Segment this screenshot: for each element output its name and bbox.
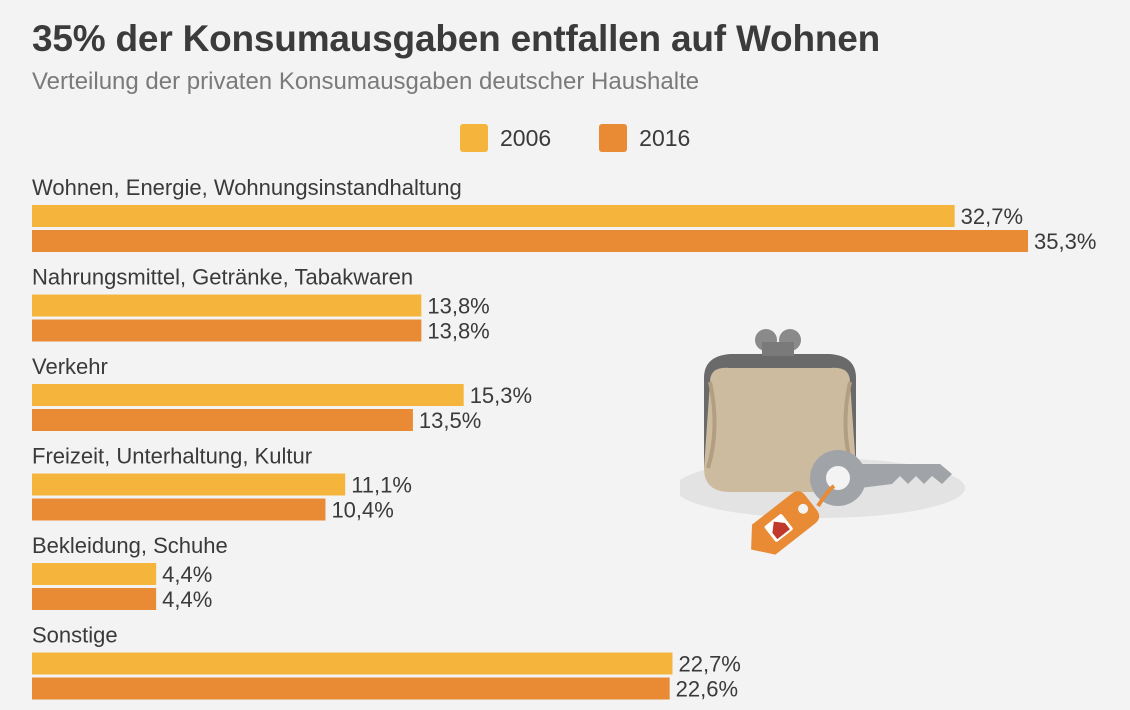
data-label-2006: 13,8% xyxy=(427,294,489,319)
legend-swatch-2016 xyxy=(599,124,628,152)
legend-label-2006: 2006 xyxy=(500,124,552,151)
key-icon xyxy=(810,450,952,506)
legend-item-2016: 2016 xyxy=(599,124,690,152)
bar-2006 xyxy=(32,473,346,496)
bar-2016 xyxy=(32,677,670,700)
key-tag-icon xyxy=(751,491,820,555)
legend-swatch-2006 xyxy=(460,124,488,152)
data-label-2016: 35,3% xyxy=(1034,229,1096,254)
bar-2006 xyxy=(32,563,157,585)
category-label: Sonstige xyxy=(32,623,118,648)
legend-item-2006: 2006 xyxy=(460,124,551,152)
legend-label-2016: 2016 xyxy=(639,124,691,151)
category-label: Wohnen, Energie, Wohnungsinstandhaltung xyxy=(32,175,462,200)
data-label-2016: 10,4% xyxy=(331,498,393,523)
bar-2006 xyxy=(32,294,422,317)
key-ring-shape xyxy=(816,484,836,508)
bar-2016 xyxy=(32,319,422,342)
purse-and-key-illustration xyxy=(680,329,965,555)
data-label-2006: 11,1% xyxy=(351,473,412,498)
chart-subtitle: Verteilung der privaten Konsumausgaben d… xyxy=(32,68,700,95)
chart-title: 35% der Konsumausgaben entfallen auf Woh… xyxy=(32,18,881,59)
purse-icon xyxy=(704,329,856,492)
category-label: Bekleidung, Schuhe xyxy=(32,533,228,558)
data-label-2006: 22,7% xyxy=(678,652,740,677)
bar-2016 xyxy=(32,230,1028,252)
bar-2016 xyxy=(32,588,157,610)
bar-2006 xyxy=(32,652,673,675)
data-label-2006: 4,4% xyxy=(162,562,212,587)
data-label-2016: 4,4% xyxy=(162,587,212,612)
data-label-2006: 32,7% xyxy=(961,204,1023,229)
data-label-2006: 15,3% xyxy=(470,383,532,408)
category-label: Freizeit, Unterhaltung, Kultur xyxy=(32,444,312,469)
bar-2016 xyxy=(32,409,413,431)
bar-2006 xyxy=(32,205,955,227)
data-label-2016: 13,5% xyxy=(419,408,481,433)
legend: 2006 2016 xyxy=(460,123,690,153)
data-label-2016: 22,6% xyxy=(676,677,738,702)
bar-2006 xyxy=(32,384,464,406)
category-label: Verkehr xyxy=(32,354,108,379)
bar-2016 xyxy=(32,498,326,521)
data-label-2016: 13,8% xyxy=(427,319,489,344)
category-label: Nahrungsmittel, Getränke, Tabakwaren xyxy=(32,265,413,290)
